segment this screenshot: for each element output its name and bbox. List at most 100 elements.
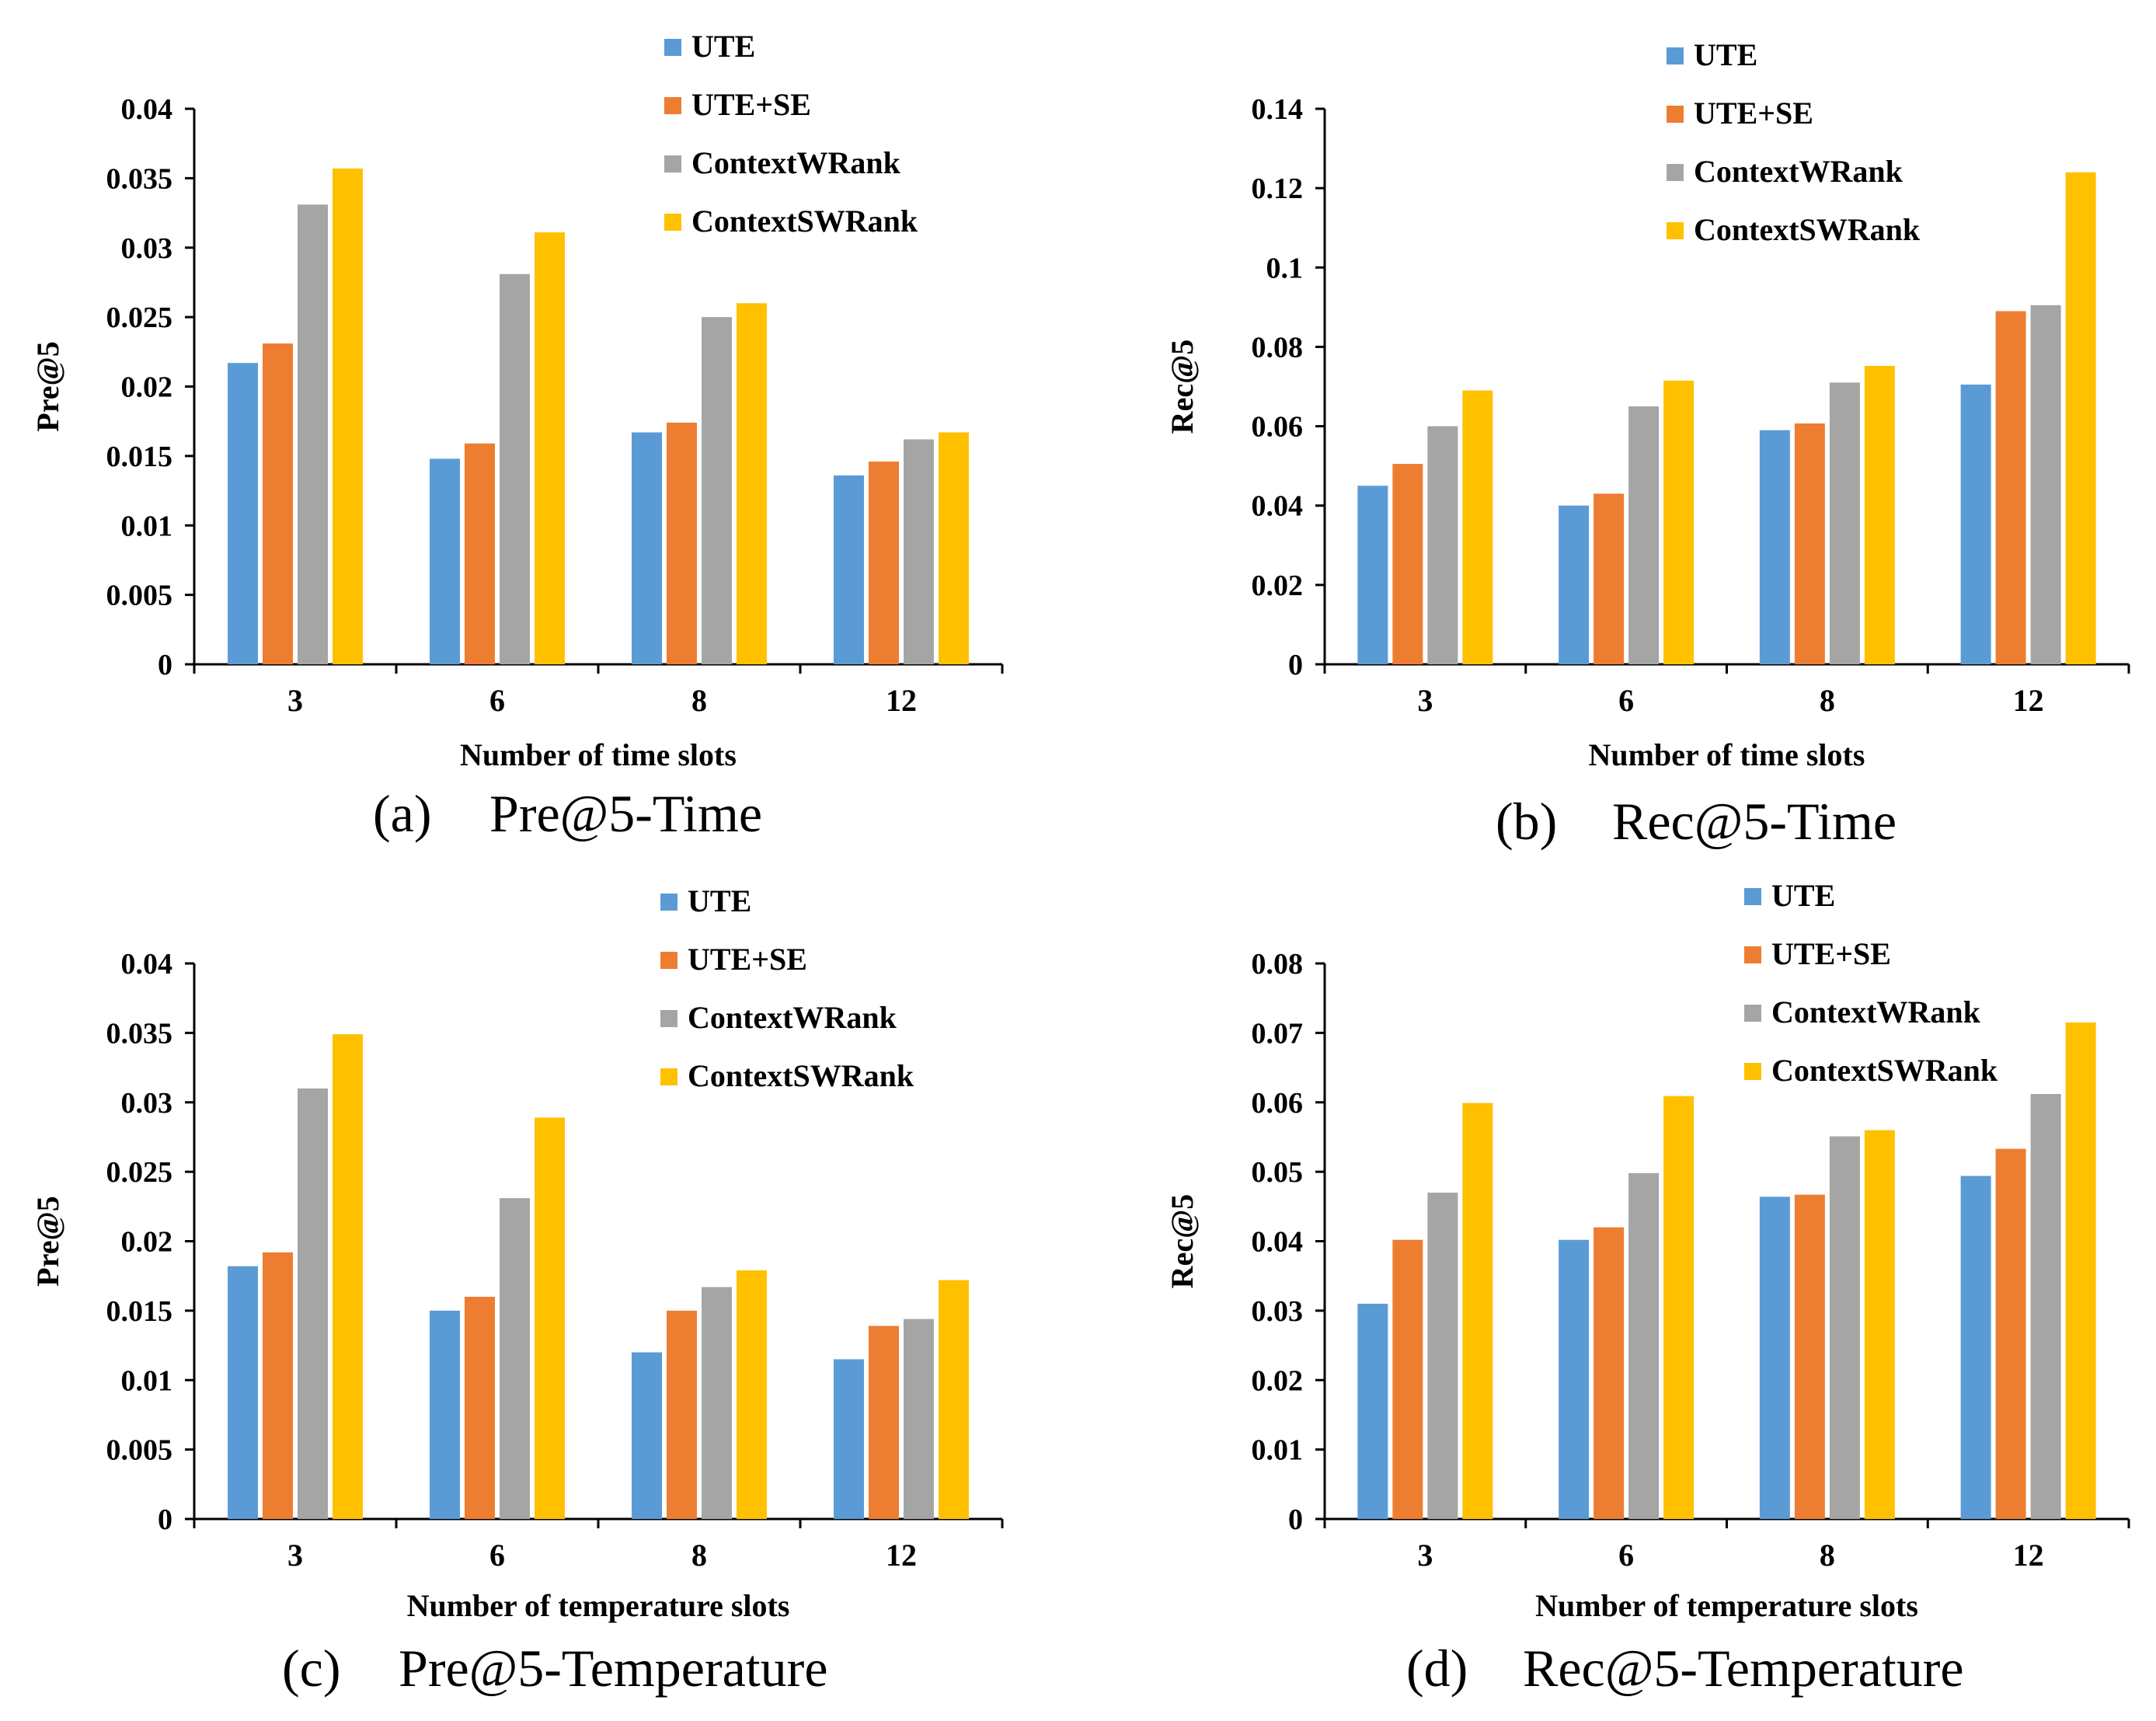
legend-label: UTE+SE	[1694, 96, 1813, 131]
bar-ute-8	[632, 432, 662, 664]
x-tick-label: 12	[2013, 1538, 2044, 1573]
bar-contextwrank-3	[1427, 426, 1458, 664]
chart-panel-c: 0 0.005 0.01 0.015 0.02 0.025 0.03 0.035 0.04 3 6 8…	[30, 883, 1004, 1698]
legend: UTE UTE+SE ContextWRank ContextSWRank	[660, 883, 914, 1093]
bar-ute-se-8	[1794, 423, 1825, 664]
legend-label: UTE	[1771, 878, 1835, 913]
legend-swatch-contextwrank	[1667, 164, 1684, 181]
bar-contextswrank-6	[535, 232, 565, 664]
legend-label: UTE+SE	[688, 942, 807, 977]
y-tick-label: 0.04	[121, 948, 173, 981]
bar-contextwrank-3	[298, 204, 328, 664]
legend-swatch-ute	[1667, 47, 1684, 64]
bar-contextswrank-12	[939, 1280, 969, 1519]
legend: UTE UTE+SE ContextWRank ContextSWRank	[1744, 878, 1998, 1088]
legend-swatch-ute	[664, 39, 681, 56]
bar-contextwrank-8	[1829, 1136, 1860, 1519]
bar-contextwrank-12	[2030, 1094, 2061, 1519]
legend-swatch-contextwrank	[1744, 1005, 1761, 1022]
y-tick-label: 0.03	[121, 1087, 173, 1120]
x-tick-label: 8	[1820, 683, 1835, 718]
legend-swatch-contextswrank	[660, 1068, 677, 1085]
y-tick-label: 0.015	[106, 441, 173, 473]
y-tick-label: 0	[1288, 649, 1303, 681]
y-tick-label: 0.06	[1252, 1087, 1304, 1120]
bar-ute-8	[632, 1352, 662, 1519]
bar-ute-se-6	[465, 1297, 495, 1519]
bar-ute-se-3	[1392, 1239, 1423, 1519]
x-tick-label: 3	[287, 1538, 303, 1573]
x-tick-label: 6	[489, 1538, 505, 1573]
bar-ute-se-6	[1593, 493, 1625, 664]
bar-ute-12	[1960, 1176, 1991, 1519]
bar-ute-3	[1357, 486, 1388, 664]
legend-swatch-contextswrank	[1744, 1063, 1761, 1080]
bar-contextswrank-3	[333, 1034, 363, 1519]
x-axis-title: Number of temperature slots	[407, 1588, 790, 1623]
chart-panel-a: 0 0.005 0.01 0.015 0.02 0.025 0.03 0.035 0.04 3 6 8…	[30, 29, 1004, 843]
legend-label: UTE+SE	[691, 87, 811, 122]
legend-swatch-ute	[660, 894, 677, 911]
bar-contextswrank-6	[535, 1117, 565, 1519]
bar-contextwrank-6	[500, 273, 530, 664]
legend-swatch-contextwrank	[664, 155, 681, 172]
y-tick-label: 0.12	[1252, 172, 1304, 205]
bar-ute-3	[228, 363, 258, 664]
legend-label: ContextWRank	[1771, 995, 1981, 1029]
y-tick-label: 0.1	[1266, 252, 1304, 284]
bar-ute-se-12	[1995, 311, 2026, 664]
y-axis-title: Rec@5	[1165, 1194, 1200, 1289]
x-tick-label: 6	[1618, 1538, 1634, 1573]
y-tick-label: 0.06	[1252, 411, 1304, 444]
bar-contextwrank-3	[298, 1088, 328, 1519]
bar-ute-se-6	[1593, 1227, 1625, 1519]
y-tick-label: 0.015	[106, 1295, 173, 1328]
bar-ute-6	[1559, 505, 1590, 664]
x-tick-label: 3	[1417, 683, 1433, 718]
bar-contextswrank-6	[1663, 380, 1694, 664]
bar-contextwrank-8	[1829, 382, 1860, 664]
legend-swatch-contextswrank	[664, 214, 681, 231]
y-tick-label: 0.02	[1252, 570, 1304, 602]
bar-ute-se-8	[1794, 1194, 1825, 1519]
bar-ute-se-12	[1995, 1148, 2026, 1519]
y-tick-label: 0.035	[106, 1017, 173, 1050]
bar-contextswrank-3	[1462, 390, 1493, 664]
bar-contextwrank-12	[904, 1319, 934, 1519]
y-tick-label: 0.035	[106, 162, 173, 195]
bar-ute-se-8	[667, 1310, 697, 1519]
legend-swatch-ute-se	[660, 952, 677, 969]
y-tick-label: 0.01	[121, 1364, 173, 1397]
bar-contextswrank-8	[1864, 365, 1895, 664]
bar-ute-6	[1559, 1239, 1590, 1519]
bar-ute-se-12	[869, 462, 899, 664]
bar-contextwrank-8	[702, 1287, 732, 1519]
y-tick-label: 0.03	[121, 232, 173, 265]
x-tick-label: 8	[691, 1538, 707, 1573]
bar-contextswrank-3	[333, 168, 363, 665]
y-tick-label: 0.025	[106, 1156, 173, 1189]
caption-title: Pre@5-Temperature	[399, 1639, 828, 1698]
x-tick-label: 6	[489, 683, 505, 718]
bar-contextwrank-6	[500, 1198, 530, 1519]
y-tick-label: 0.02	[121, 371, 173, 404]
y-tick-label: 0.01	[121, 510, 173, 542]
y-tick-label: 0	[158, 1503, 172, 1536]
chart-panel-b: 0 0.02 0.04 0.06 0.08 0.1 0.12 0.14 3 6 8 12 Rec@5 Nu…	[1165, 37, 2130, 851]
x-tick-label: 8	[691, 683, 707, 718]
bar-contextswrank-8	[1864, 1130, 1895, 1519]
legend-swatch-ute-se	[1667, 106, 1684, 123]
bar-ute-se-6	[465, 443, 495, 664]
bar-contextwrank-8	[702, 317, 732, 664]
legend-label: UTE	[1694, 37, 1757, 72]
caption-letter: (c)	[282, 1639, 340, 1698]
legend-label: ContextSWRank	[1771, 1053, 1998, 1088]
bar-ute-se-3	[1392, 464, 1423, 664]
y-tick-label: 0.07	[1252, 1017, 1304, 1050]
y-tick-label: 0.08	[1252, 948, 1304, 981]
x-axis-title: Number of time slots	[1589, 737, 1865, 772]
bar-contextswrank-3	[1462, 1103, 1493, 1519]
bar-contextwrank-12	[904, 439, 934, 664]
bar-ute-12	[1960, 384, 1991, 664]
bar-ute-se-3	[263, 343, 293, 664]
